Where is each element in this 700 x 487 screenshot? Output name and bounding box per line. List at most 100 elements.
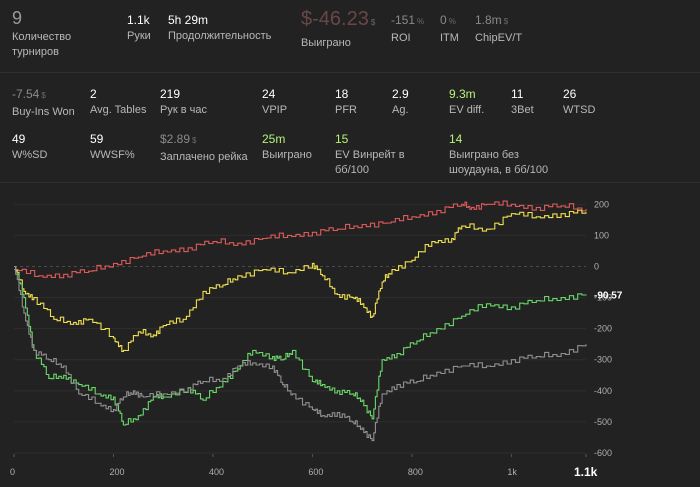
x-tick-label: 400 xyxy=(209,467,224,477)
stat-label: 3Bet xyxy=(511,104,534,116)
stat-number: $2.89 xyxy=(160,132,191,146)
currency-icon: $ xyxy=(370,18,376,27)
end-value-label: -90.57 xyxy=(594,290,623,301)
stat-label: ChipEV/T xyxy=(475,32,523,44)
stat-value: 9.3m xyxy=(449,87,476,101)
x-tick-label: 800 xyxy=(408,467,423,477)
stat-label: Выиграно xyxy=(262,149,312,161)
stat-value: 18 xyxy=(335,87,349,101)
stat-value: 1.1k xyxy=(127,13,150,27)
stat-label: PFR xyxy=(335,104,357,116)
stat-wtsd: 26 WTSD xyxy=(563,87,595,118)
y-tick-label: -200 xyxy=(594,324,612,334)
stat-ev-winrate: 15 EV Винрейт в бб/100 xyxy=(335,132,425,178)
stat-ev-diff: 9.3m EV diff. xyxy=(449,87,484,118)
stat-label: Руки xyxy=(127,30,151,42)
stat-number: -7.54 xyxy=(12,87,40,101)
y-tick-label: -300 xyxy=(594,355,612,365)
stat-label: Продолжительность xyxy=(168,30,272,42)
stat-wwsf: 59 WWSF% xyxy=(90,132,135,163)
y-tick-label: 200 xyxy=(594,199,609,209)
stat-buyins-won: -7.54 $ Buy-Ins Won xyxy=(12,87,75,120)
stat-ag: 2.9 Ag. xyxy=(392,87,409,118)
stat-value: $-46.23 $ xyxy=(301,8,375,34)
stat-itm: 0% ITM xyxy=(440,13,459,46)
stat-wsd: 49 W%SD xyxy=(12,132,47,163)
series-gray-line xyxy=(14,265,587,442)
stat-duration: 5h 29m Продолжительность xyxy=(168,13,271,44)
won-value: $-46.23 xyxy=(301,8,369,30)
stat-value: 25m xyxy=(262,132,286,146)
stat-label: Ag. xyxy=(392,104,409,116)
stat-value: -7.54 $ xyxy=(12,87,75,103)
stat-value: -151% xyxy=(391,13,424,29)
stat-label: WTSD xyxy=(563,104,596,116)
roi-value: -151 xyxy=(391,13,416,27)
y-tick-label: 0 xyxy=(594,261,599,271)
stat-value: 219 xyxy=(160,87,181,101)
y-tick-label: -500 xyxy=(594,417,612,427)
stat-roi: -151% ROI xyxy=(391,13,424,46)
y-tick-label: 100 xyxy=(594,230,609,240)
stat-pfr: 18 PFR xyxy=(335,87,357,118)
stat-hands-per-hour: 219 Рук в час xyxy=(160,87,207,118)
stat-label: Рук в час xyxy=(160,104,207,116)
stat-3bet: 11 3Bet xyxy=(511,87,534,118)
series-yellow-line xyxy=(14,209,587,353)
stat-value: 49 xyxy=(12,132,26,146)
stat-chipev: 1.8m $ ChipEV/T xyxy=(475,13,522,46)
stat-label: Выиграно без шоудауна, в бб/100 xyxy=(449,149,549,176)
stat-label: EV Винрейт в бб/100 xyxy=(335,149,405,176)
unit-label: $ xyxy=(503,17,509,26)
series-red-line xyxy=(14,200,587,279)
stat-label: ROI xyxy=(391,32,411,44)
stat-value: 24 xyxy=(262,87,276,101)
stat-vpip: 24 VPIP xyxy=(262,87,287,118)
stat-label: Выиграно xyxy=(301,37,351,49)
stat-value: 15 xyxy=(335,132,349,146)
unit-label: % xyxy=(417,17,425,26)
stat-value: 2 xyxy=(90,87,97,101)
stat-won-no-showdown: 14 Выиграно без шоудауна, в бб/100 xyxy=(449,132,554,178)
stat-label: VPIP xyxy=(262,104,288,116)
stat-label: Avg. Tables xyxy=(90,104,147,116)
stat-value: 5h 29m xyxy=(168,13,209,27)
stat-label: Количество турниров xyxy=(12,31,72,58)
unit-label: $ xyxy=(192,136,197,145)
stat-rake-paid: $2.89 $ Заплачено рейка xyxy=(160,132,248,165)
x-tick-label: 1k xyxy=(507,467,517,477)
stat-label: ITM xyxy=(440,32,459,44)
stat-won: $-46.23 $ Выиграно xyxy=(301,8,375,51)
series-green-line xyxy=(14,265,587,426)
stat-label: Buy-Ins Won xyxy=(12,106,75,118)
y-tick-label: -600 xyxy=(594,448,612,458)
divider xyxy=(0,182,700,183)
stat-value: 14 xyxy=(449,132,463,146)
y-tick-label: -100 xyxy=(594,293,612,303)
y-tick-label: -400 xyxy=(594,386,612,396)
unit-label: $ xyxy=(41,91,46,100)
stat-value: 11 xyxy=(511,87,524,101)
stat-value: 0% xyxy=(440,13,459,29)
x-tick-label: 1.1k xyxy=(574,465,598,479)
stat-value: 9 xyxy=(12,8,23,28)
stat-hands: 1.1k Руки xyxy=(127,13,151,44)
stat-label: W%SD xyxy=(12,149,48,161)
stat-avg-tables: 2 Avg. Tables xyxy=(90,87,146,118)
itm-value: 0 xyxy=(440,13,447,27)
stat-value: 59 xyxy=(90,132,104,146)
unit-label: % xyxy=(448,17,456,26)
x-tick-label: 0 xyxy=(10,467,15,477)
x-tick-label: 200 xyxy=(109,467,124,477)
stat-tournaments: 9 Количество турниров xyxy=(12,8,102,60)
stat-won-chips: 25m Выиграно xyxy=(262,132,312,163)
stat-label: WWSF% xyxy=(90,149,135,161)
stat-value: 26 xyxy=(563,87,577,101)
stat-label: EV diff. xyxy=(449,104,485,116)
stat-value: 2.9 xyxy=(392,87,409,101)
chipev-value: 1.8m xyxy=(475,13,502,27)
stat-value: 1.8m $ xyxy=(475,13,522,29)
x-tick-label: 600 xyxy=(308,467,323,477)
stat-value: $2.89 $ xyxy=(160,132,248,148)
